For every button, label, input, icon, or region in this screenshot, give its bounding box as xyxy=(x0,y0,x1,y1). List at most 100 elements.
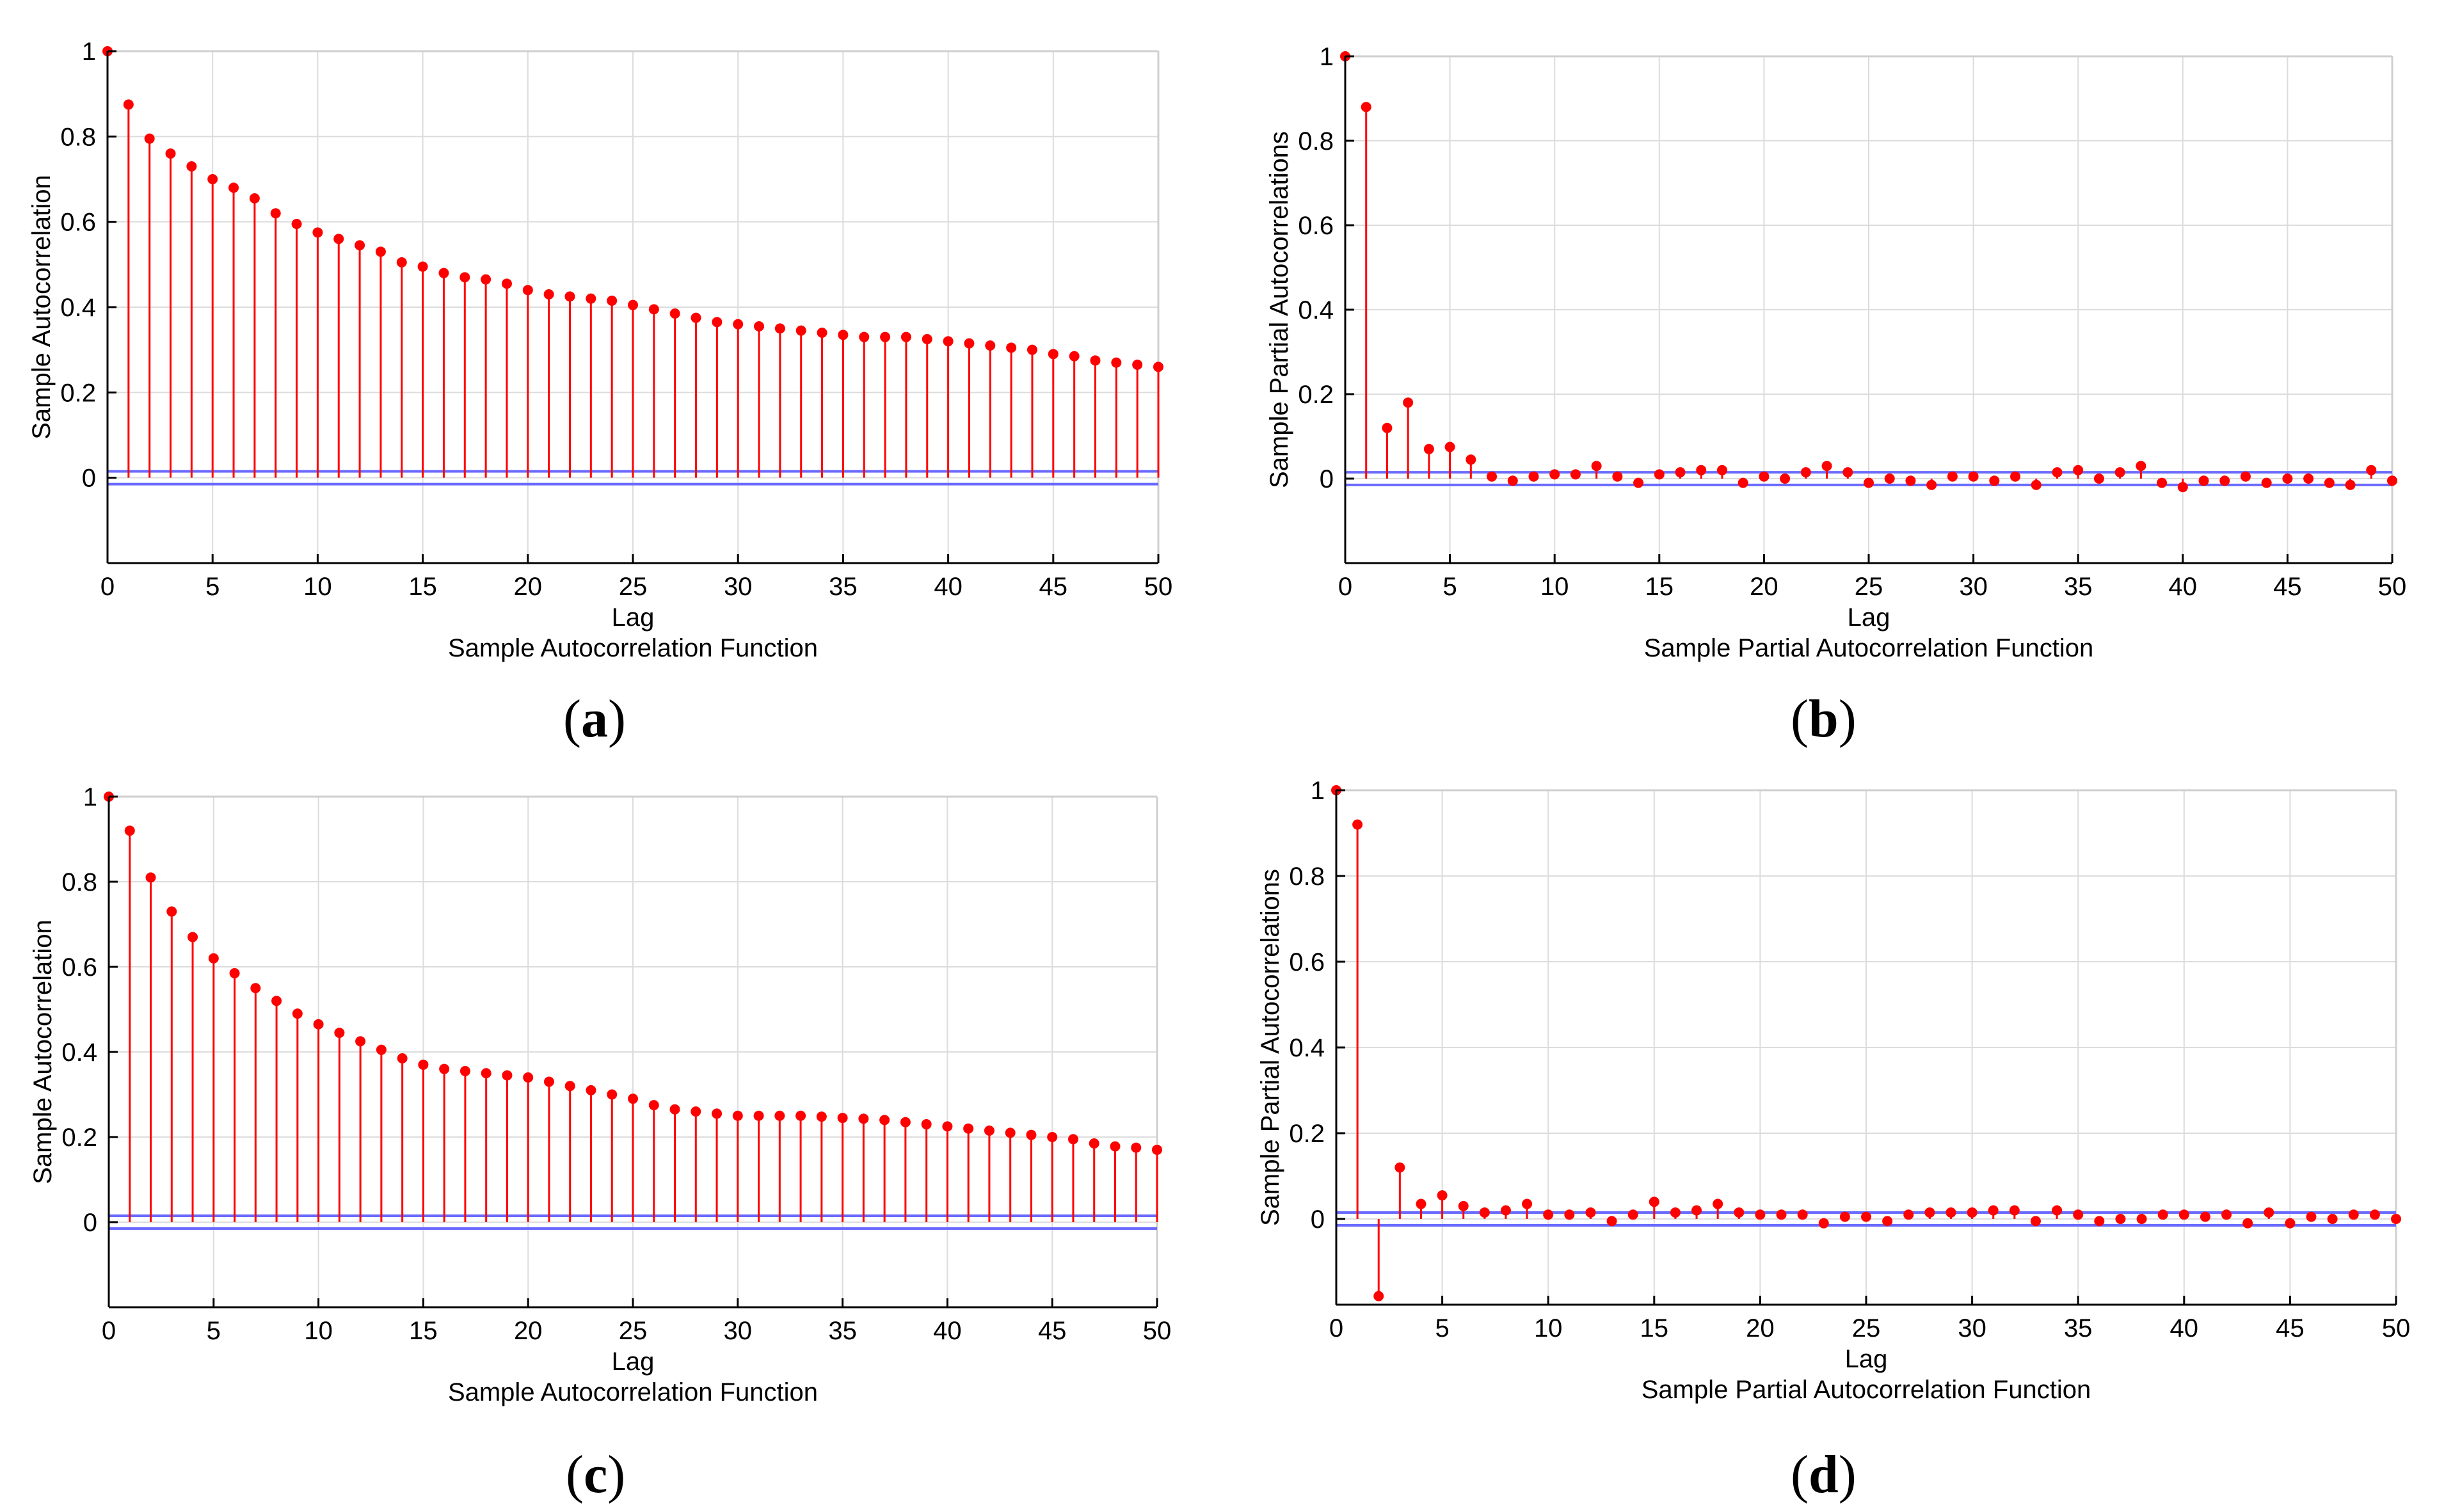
stem-marker xyxy=(1487,471,1498,482)
stem-marker xyxy=(1882,1216,1893,1227)
y-tick-label: 0.2 xyxy=(1298,381,1334,409)
stem-marker xyxy=(1800,467,1811,478)
x-tick-label: 35 xyxy=(828,1317,857,1345)
chart-title: Sample Autocorrelation Function xyxy=(448,1378,818,1406)
stem-marker xyxy=(1570,469,1581,480)
stem-marker xyxy=(376,1044,387,1055)
stem-marker xyxy=(2178,1209,2189,1220)
y-tick-label: 0 xyxy=(83,1209,97,1237)
x-tick-label: 10 xyxy=(304,1317,333,1345)
x-tick-label: 35 xyxy=(2064,573,2093,601)
stem-marker xyxy=(1989,475,2000,486)
stem-marker xyxy=(942,1121,953,1132)
stem-marker xyxy=(188,932,198,943)
stem-marker xyxy=(2073,1209,2084,1220)
stem-marker xyxy=(417,261,428,272)
stem-marker xyxy=(607,1089,618,1100)
y-tick-label: 0 xyxy=(1320,465,1334,493)
stem-marker xyxy=(1606,1216,1617,1227)
stem-marker xyxy=(1633,477,1644,488)
chart-panel-c: 0 5 10 15 20 25 30 35 40 45 50 0 0.2 0.4 0.6 0.8 1 Lag Sam… xyxy=(0,756,1218,1511)
stem-marker xyxy=(228,182,239,193)
x-tick-label: 0 xyxy=(1329,1314,1343,1342)
stem-marker xyxy=(2324,477,2335,488)
stem-marker xyxy=(1132,360,1143,370)
stem-marker xyxy=(817,328,827,338)
stem-marker xyxy=(2031,479,2041,490)
stem-marker xyxy=(1839,1211,1850,1222)
stem-marker xyxy=(1026,1129,1037,1140)
y-axis-label: Sample Autocorrelation xyxy=(28,175,56,440)
x-tick-label: 20 xyxy=(514,1317,543,1345)
caption-c: (c) xyxy=(566,1445,626,1504)
stem-marker xyxy=(2030,1216,2041,1227)
stem-marker xyxy=(1691,1205,1702,1216)
y-tick-label: 0 xyxy=(1311,1206,1325,1234)
stem-marker xyxy=(2219,475,2230,486)
stem-marker xyxy=(1759,471,1770,482)
x-tick-label: 15 xyxy=(1645,573,1674,601)
x-tick-label: 35 xyxy=(829,573,858,601)
x-tick-label: 50 xyxy=(1143,1317,1172,1345)
x-tick-label: 20 xyxy=(514,573,543,601)
y-tick-label: 0.6 xyxy=(1289,948,1325,976)
stem-marker xyxy=(1005,1127,1016,1138)
x-tick-label: 45 xyxy=(1039,573,1068,601)
stem-marker xyxy=(1373,1291,1384,1301)
stem-marker xyxy=(2387,475,2397,486)
stem-marker xyxy=(921,1119,932,1130)
stem-marker xyxy=(439,1063,450,1074)
stem-marker xyxy=(145,872,156,883)
stem-marker xyxy=(481,1068,491,1079)
stem-marker xyxy=(2157,1209,2168,1220)
stem-marker xyxy=(1861,1211,1871,1222)
stem-marker xyxy=(628,299,638,310)
stem-marker xyxy=(1564,1209,1575,1220)
chart-svg-c: 0 5 10 15 20 25 30 35 40 45 5000.20.40.60.81LagSam… xyxy=(29,783,1172,1406)
stem-marker xyxy=(2094,1216,2105,1227)
stem-marker xyxy=(564,1081,575,1092)
stem-marker xyxy=(312,227,323,238)
stem-marker xyxy=(648,1100,659,1111)
stem-marker xyxy=(1110,1141,1121,1152)
stem-marker xyxy=(292,1008,303,1019)
x-tick-label: 25 xyxy=(1855,573,1883,601)
stem-marker xyxy=(1905,475,1916,486)
x-tick-label: 20 xyxy=(1750,573,1778,601)
x-tick-label: 15 xyxy=(1640,1314,1669,1342)
x-tick-label: 30 xyxy=(724,573,753,601)
x-tick-label: 5 xyxy=(205,573,220,601)
x-tick-label: 30 xyxy=(1959,573,1988,601)
stem-marker xyxy=(733,319,744,330)
y-tick-label: 0.4 xyxy=(1289,1034,1325,1062)
stem-marker xyxy=(250,983,261,994)
stem-marker xyxy=(880,331,891,342)
stem-marker xyxy=(396,257,407,267)
x-tick-label: 10 xyxy=(303,573,332,601)
stem-marker xyxy=(1776,1209,1787,1220)
stem-marker xyxy=(669,308,680,319)
x-tick-label: 40 xyxy=(934,573,963,601)
stem-marker xyxy=(418,1059,429,1070)
stem-marker xyxy=(2348,1209,2359,1220)
stem-marker xyxy=(249,193,260,203)
stem-marker xyxy=(1924,1207,1935,1218)
stem-marker xyxy=(2136,461,2146,472)
y-tick-label: 0.8 xyxy=(1298,127,1334,155)
stem-marker xyxy=(1067,1134,1078,1145)
y-axis-label: Sample Autocorrelation xyxy=(29,919,57,1184)
stem-marker xyxy=(1627,1209,1638,1220)
x-axis-label: Lag xyxy=(612,603,655,632)
x-tick-label: 10 xyxy=(1534,1314,1563,1342)
x-axis-label: Lag xyxy=(1845,1345,1888,1373)
stem-marker xyxy=(1069,351,1080,362)
stem-marker xyxy=(2306,1211,2317,1222)
x-tick-label: 0 xyxy=(1338,573,1352,601)
stem-marker xyxy=(1382,422,1393,433)
stem-marker xyxy=(2052,467,2063,478)
stem-marker xyxy=(586,1085,596,1095)
stem-marker xyxy=(165,148,176,159)
chart-title: Sample Partial Autocorrelation Function xyxy=(1642,1376,2091,1404)
stem-marker xyxy=(1654,469,1665,480)
stem-marker xyxy=(816,1111,827,1122)
